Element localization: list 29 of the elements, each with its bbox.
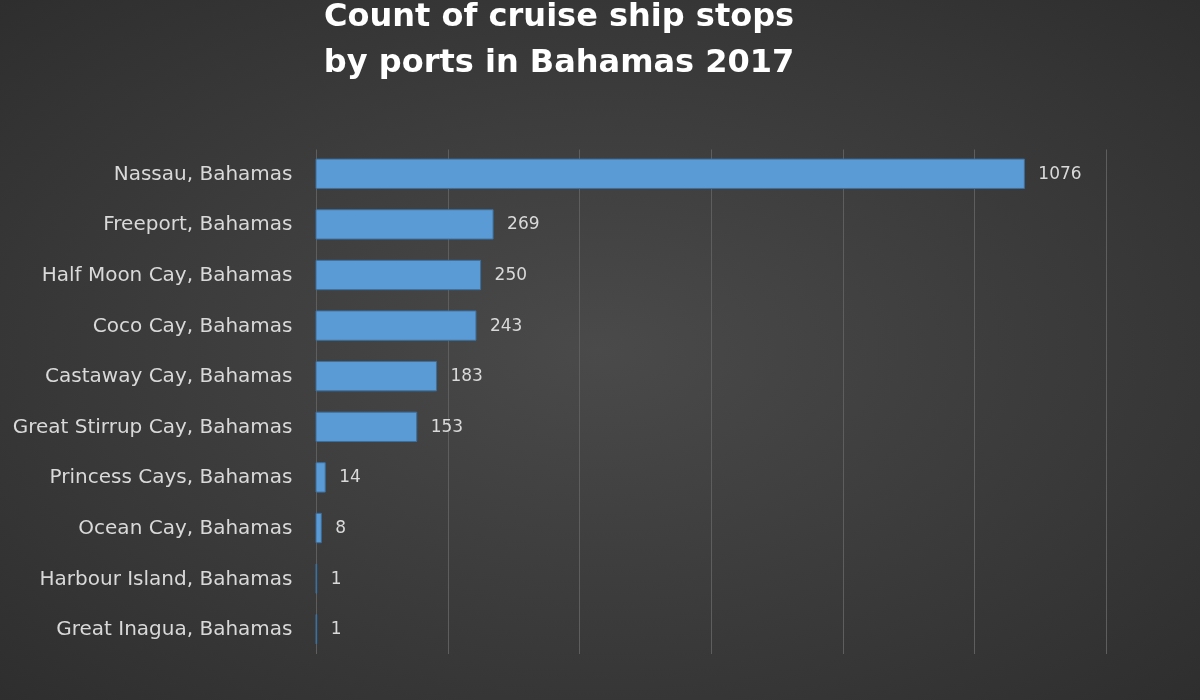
y-tick-label: Nassau, Bahamas: [113, 160, 293, 185]
y-tick-label: Half Moon Cay, Bahamas: [41, 262, 293, 286]
data-label: 14: [339, 466, 361, 487]
y-tick-label: Freeport, Bahamas: [103, 211, 293, 236]
data-label: 183: [450, 365, 483, 386]
bar: [315, 158, 1025, 189]
chart-title: Count of cruise ship stops by ports in Bahamas 2017: [323, 0, 795, 80]
y-tick-label: Harbour Island, Bahamas: [39, 565, 293, 590]
bar: [315, 259, 482, 291]
bar: [315, 209, 494, 240]
bar: [315, 411, 418, 442]
bar: [315, 310, 477, 341]
y-tick-label: Princess Cays, Bahamas: [49, 464, 293, 489]
data-label: 269: [507, 213, 540, 234]
y-tick-label: Castaway Cay, Bahamas: [45, 363, 293, 388]
data-label: 250: [494, 264, 528, 284]
bar: [315, 361, 437, 392]
data-label: 1: [330, 567, 342, 588]
data-label: 8: [335, 517, 347, 537]
y-tick-label: Ocean Cay, Bahamas: [78, 515, 293, 539]
data-label: 153: [430, 415, 464, 436]
y-tick-label: Great Inagua, Bahamas: [56, 616, 293, 641]
bar: [315, 462, 326, 493]
y-tick-label: Great Stirrup Cay, Bahamas: [12, 413, 293, 438]
bar: [315, 512, 322, 544]
data-label: 1: [330, 618, 342, 639]
data-label: 1076: [1038, 162, 1082, 183]
data-label: 243: [489, 314, 523, 335]
y-tick-label: Coco Cay, Bahamas: [92, 312, 293, 337]
